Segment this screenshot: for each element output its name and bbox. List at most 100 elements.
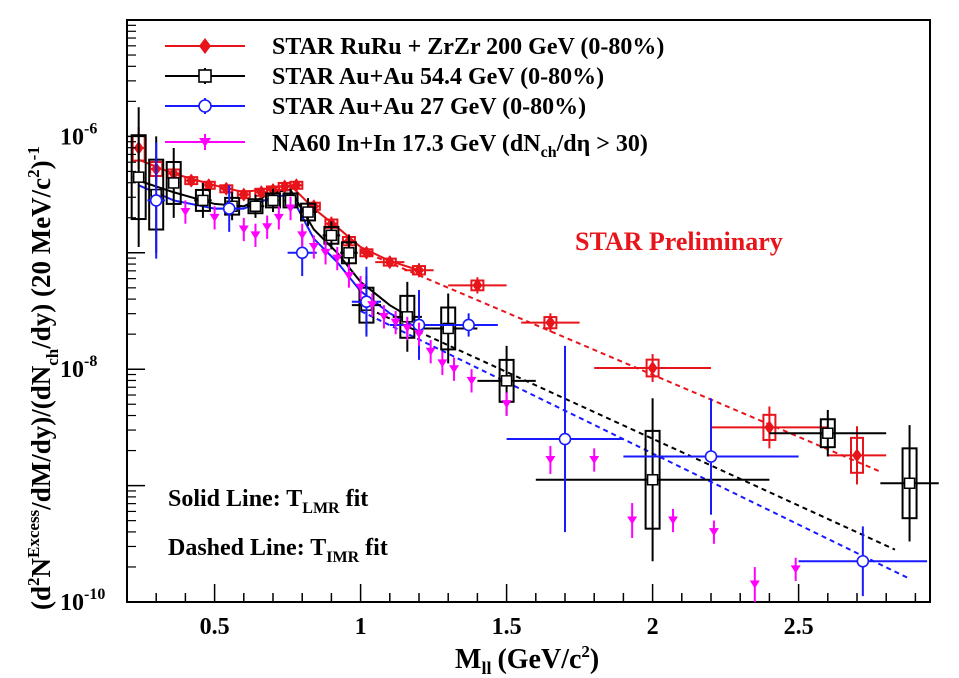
axis-ticks: 0.5 1 1.5 2 2.5 10-10 10-8 10-6 (60, 19, 917, 640)
data-point-circle (222, 202, 236, 215)
data-point-triangle (437, 359, 448, 368)
data-point-diamond (545, 315, 556, 330)
data-point-circle (462, 318, 475, 332)
data-point-circle (856, 554, 870, 568)
data-point-triangle (250, 231, 261, 240)
data-point-square (267, 194, 279, 207)
data-point-circle (149, 194, 163, 207)
data-point-triangle (308, 242, 319, 251)
fit-lines (138, 158, 910, 580)
data-point-diamond (361, 245, 372, 260)
x-tick-label: 2 (647, 614, 659, 640)
data-point-circle (295, 246, 309, 260)
open-square-marker-icon (198, 69, 212, 83)
data-point-triangle (425, 347, 436, 356)
data-point-triangle (262, 223, 273, 232)
x-axis-label: Mll (GeV/c2) (455, 642, 599, 678)
series-down-triangle (180, 196, 801, 602)
data-point-diamond (472, 278, 483, 293)
y-tick-label: 10-10 (60, 586, 105, 616)
data-point-triangle (297, 231, 308, 240)
data-point-triangle (414, 330, 424, 339)
data-point-triangle (180, 208, 191, 217)
data-point-triangle (668, 516, 679, 525)
data-point-triangle (545, 455, 556, 464)
legend: STAR RuRu + ZrZr 200 GeV (0-80%) STAR Au… (165, 34, 664, 161)
data-point-triangle (390, 318, 401, 327)
data-point-triangle (378, 312, 389, 321)
data-point-triangle (402, 324, 413, 333)
data-point-diamond (414, 263, 424, 278)
star-preliminary-label: STAR Preliminary (575, 227, 783, 256)
data-point-triangle (749, 580, 760, 589)
data-point-square (822, 427, 834, 439)
data-point-diamond (186, 173, 197, 188)
data-point-triangle (285, 204, 296, 213)
y-tick-label: 10-6 (60, 120, 97, 150)
legend-entry-ruru: STAR RuRu + ZrZr 200 GeV (0-80%) (165, 34, 664, 60)
data-point-diamond (203, 178, 214, 193)
data-point-triangle (209, 213, 220, 222)
data-point-square (167, 177, 180, 189)
fit-line-dashed (360, 304, 896, 551)
data-point-diamond (291, 178, 302, 193)
data-point-square (132, 171, 145, 183)
x-tick-label: 0.5 (200, 614, 230, 640)
x-tick-label: 1.5 (492, 614, 522, 640)
data-point-triangle (320, 248, 331, 257)
data-point-triangle (355, 283, 366, 292)
series-diamond (131, 127, 887, 485)
fit-line-dashed (360, 249, 881, 473)
data-point-square (903, 477, 916, 490)
diamond-marker-icon (199, 38, 211, 54)
legend-entry-auau-27: STAR Au+Au 27 GeV (0-80%) (165, 94, 586, 120)
data-point-triangle (273, 213, 284, 222)
data-point-triangle (501, 400, 512, 409)
data-point-diamond (852, 448, 862, 463)
data-point-triangle (589, 455, 600, 464)
annotation-solid-line: Solid Line: TLMR fit (168, 486, 368, 517)
data-point-triangle (627, 516, 638, 525)
y-tick-label: 10-8 (60, 353, 97, 383)
svg-text:NA60 In+In 17.3 GeV (dNch/dη >: NA60 In+In 17.3 GeV (dNch/dη > 30) (272, 131, 648, 161)
data-point-square (197, 194, 209, 207)
svg-text:STAR RuRu + ZrZr 200 GeV (0-80: STAR RuRu + ZrZr 200 GeV (0-80%) (272, 34, 664, 60)
data-point-triangle (790, 565, 801, 574)
annotation-dashed-line: Dashed Line: TIMR fit (168, 535, 388, 566)
legend-entry-auau-54: STAR Au+Au 54.4 GeV (0-80%) (165, 64, 604, 90)
data-point-triangle (708, 528, 719, 537)
data-point-diamond (279, 179, 290, 194)
data-point-triangle (367, 301, 378, 310)
x-tick-label: 1 (355, 614, 367, 640)
svg-text:STAR Au+Au 54.4 GeV (0-80%): STAR Au+Au 54.4 GeV (0-80%) (272, 64, 604, 90)
y-axis-label: (d2NExcess/dM/dy)/(dNch/dy) (20 MeV/c2)-… (24, 146, 62, 610)
legend-entry-na60: NA60 In+In 17.3 GeV (dNch/dη > 30) (165, 131, 648, 161)
data-point-diamond (384, 255, 395, 270)
data-point-square (249, 200, 262, 212)
data-point-triangle (332, 254, 343, 263)
data-point-square (646, 474, 659, 486)
data-point-diamond (238, 187, 249, 202)
data-point-square (500, 375, 513, 387)
open-circle-marker-icon (198, 99, 212, 113)
data-point-circle (558, 432, 572, 446)
data-point-square (442, 322, 454, 335)
data-point-square (302, 206, 314, 218)
data-point-triangle (238, 225, 249, 234)
data-point-diamond (256, 185, 267, 200)
series-open-circle (147, 142, 928, 597)
data-point-circle (704, 450, 718, 463)
plot-frame (126, 19, 931, 603)
fit-line-dashed (360, 310, 910, 580)
data-point-square (343, 247, 355, 259)
data-point-triangle (449, 365, 460, 374)
data-point-diamond (647, 361, 658, 376)
down-triangle-marker-icon (199, 138, 211, 147)
x-tick-label: 2.5 (784, 614, 814, 640)
svg-text:STAR Au+Au 27 GeV (0-80%): STAR Au+Au 27 GeV (0-80%) (272, 94, 586, 120)
data-point-triangle (466, 376, 477, 385)
data-point-square (325, 229, 338, 242)
data-point-triangle (343, 272, 354, 281)
data-point-diamond (764, 420, 775, 435)
